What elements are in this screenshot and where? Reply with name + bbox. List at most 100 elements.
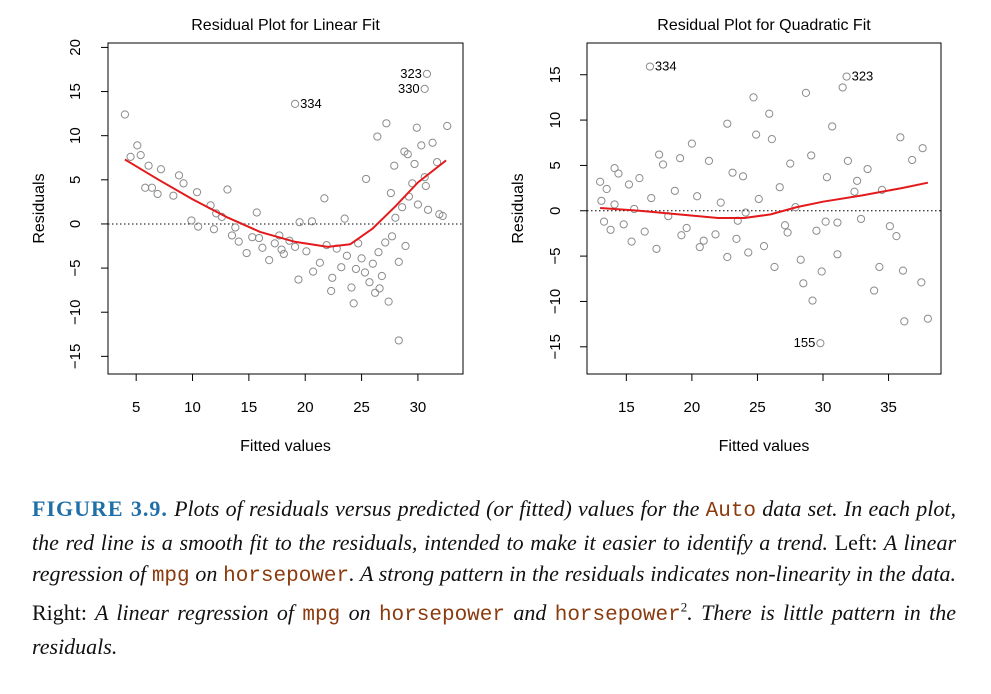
y-axis-label: Residuals: [31, 173, 48, 243]
x-tick-label: 20: [684, 399, 701, 416]
data-point: [307, 217, 317, 226]
data-point: [602, 184, 611, 194]
data-point: [770, 262, 779, 272]
data-point: [156, 165, 166, 174]
data-point: [277, 245, 286, 254]
data-point: [801, 88, 811, 97]
data-point: [360, 268, 370, 277]
caption-segment-italic: on: [189, 561, 224, 586]
data-point: [337, 263, 346, 272]
data-point: [744, 248, 753, 257]
x-tick-label: 15: [241, 399, 258, 416]
data-point: [732, 234, 741, 243]
data-point: [808, 296, 817, 305]
y-tick-label: −10: [547, 289, 564, 314]
data-point: [234, 237, 243, 246]
point-label: 330: [398, 81, 420, 96]
x-tick-label: 25: [749, 399, 766, 416]
y-tick-label: 0: [67, 220, 84, 228]
data-point: [652, 244, 661, 253]
data-point: [754, 194, 763, 204]
data-point: [716, 198, 725, 207]
data-point: [658, 160, 668, 169]
data-point: [270, 239, 279, 248]
data-point: [254, 233, 264, 243]
y-tick-label: −10: [67, 299, 84, 324]
data-point: [783, 228, 792, 237]
data-point: [817, 267, 826, 276]
data-point: [428, 138, 437, 147]
data-point: [227, 231, 237, 240]
data-point: [252, 208, 261, 217]
data-point: [627, 237, 636, 246]
chart-title: Residual Plot for Quadratic Fit: [657, 17, 871, 34]
data-point: [361, 174, 371, 184]
data-point: [386, 188, 395, 198]
data-point: [630, 204, 639, 214]
data-point: [759, 242, 769, 251]
labeled-data-point: [290, 99, 300, 109]
data-point: [767, 135, 776, 144]
data-point: [765, 109, 774, 118]
data-point: [279, 249, 288, 259]
data-point: [796, 255, 805, 264]
caption-segment-italic: data set. In each plot, the red line is …: [32, 496, 956, 555]
data-point: [328, 273, 337, 282]
data-point: [194, 222, 203, 231]
data-point: [843, 156, 853, 165]
data-point: [412, 123, 421, 132]
data-point: [786, 159, 795, 168]
data-point: [384, 297, 393, 306]
caption-segment-italic: . A strong pattern in the residuals indi…: [349, 561, 957, 586]
data-point: [828, 122, 837, 131]
plot-frame: [107, 42, 464, 375]
data-point: [892, 232, 901, 241]
data-point: [640, 227, 649, 236]
data-point: [599, 217, 609, 226]
data-point: [728, 168, 737, 177]
y-tick-label: −5: [547, 248, 564, 265]
data-point: [398, 203, 407, 212]
chart-panel-1: Residual Plot for Linear Fit Fitted value…: [31, 17, 464, 455]
data-point: [374, 248, 383, 257]
data-point: [302, 247, 311, 256]
y-tick-label: −15: [547, 334, 564, 359]
caption-segment-roman: Right:: [32, 600, 88, 626]
caption-segment-code: horsepower: [378, 604, 505, 628]
data-point: [375, 284, 384, 293]
data-point: [647, 193, 656, 203]
point-label: 334: [655, 59, 677, 74]
data-point: [682, 223, 691, 233]
data-point: [670, 186, 679, 195]
data-point: [443, 121, 452, 131]
data-point: [704, 156, 714, 165]
y-tick-label: 15: [67, 83, 84, 100]
data-point: [741, 208, 750, 217]
data-point: [738, 172, 748, 181]
data-point: [723, 119, 732, 128]
data-point: [699, 236, 708, 245]
data-point: [394, 336, 403, 345]
data-point: [896, 133, 905, 142]
data-point: [120, 110, 130, 119]
y-tick-label: 0: [547, 207, 564, 215]
data-point: [315, 258, 324, 267]
x-axis-label: Fitted values: [240, 438, 331, 455]
data-point: [435, 210, 444, 219]
data-point: [342, 251, 352, 260]
data-point: [126, 152, 135, 161]
smooth-fit-line: [124, 158, 447, 248]
data-point: [597, 196, 606, 205]
data-point: [833, 218, 842, 227]
data-point: [687, 139, 696, 148]
data-point: [885, 222, 894, 231]
data-point: [192, 188, 202, 197]
data-point: [401, 241, 410, 251]
data-point: [381, 238, 390, 247]
data-point: [294, 275, 303, 284]
data-point: [357, 254, 366, 263]
data-point: [807, 151, 816, 160]
data-point: [711, 230, 720, 239]
y-tick-label: 5: [67, 176, 84, 184]
data-point: [423, 205, 433, 214]
